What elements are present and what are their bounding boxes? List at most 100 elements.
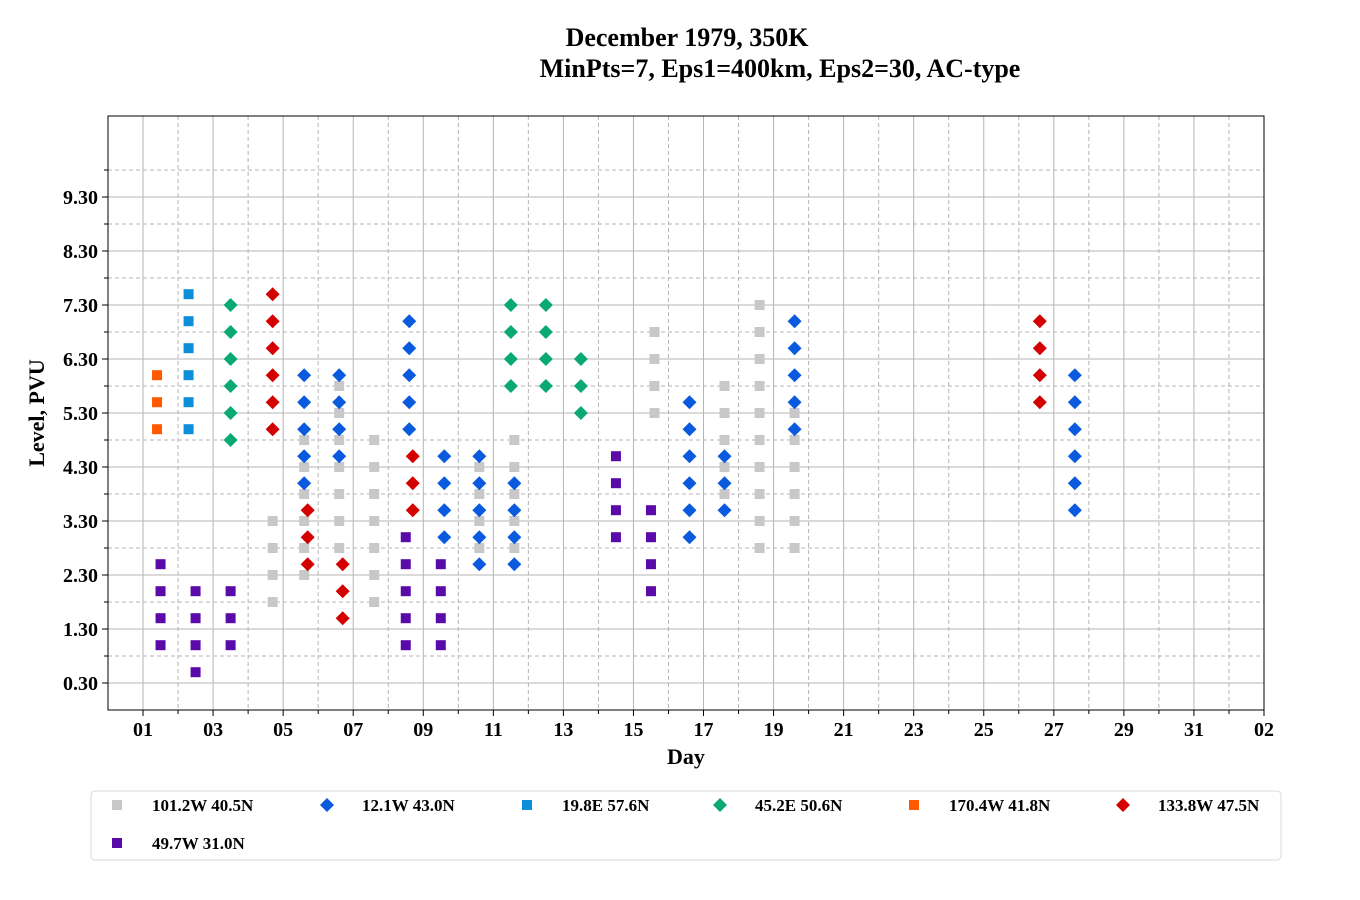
data-point — [299, 516, 310, 526]
x-tick-label: 13 — [553, 719, 573, 741]
data-point — [265, 287, 280, 302]
data-point — [400, 613, 411, 624]
data-point — [334, 462, 345, 472]
legend-entry-label: 45.2E 50.6N — [755, 796, 843, 815]
data-point — [682, 395, 697, 410]
data-point — [152, 424, 163, 435]
data-point — [503, 325, 518, 339]
data-point — [754, 462, 765, 472]
data-point — [610, 478, 621, 489]
x-tick-label: 02 — [1254, 719, 1274, 741]
data-point — [507, 530, 522, 545]
data-point — [402, 314, 417, 329]
data-point — [405, 476, 420, 491]
data-point — [754, 435, 765, 445]
series-group — [267, 300, 800, 607]
y-tick-label: 4.30 — [63, 457, 98, 479]
data-point — [265, 422, 280, 437]
data-point — [265, 341, 280, 356]
data-point — [1032, 368, 1047, 383]
data-point — [472, 557, 487, 572]
data-point — [789, 516, 800, 526]
data-point — [682, 449, 697, 464]
data-point — [437, 530, 452, 545]
data-point — [1067, 422, 1082, 437]
data-point — [787, 341, 802, 356]
data-point — [503, 352, 518, 366]
data-point — [369, 516, 380, 526]
data-point — [717, 503, 732, 518]
data-point — [225, 586, 236, 597]
x-tick-label: 11 — [484, 719, 503, 741]
series-group — [297, 314, 1082, 572]
data-point — [474, 516, 485, 526]
data-point — [183, 370, 194, 381]
data-point — [335, 584, 350, 599]
data-point — [183, 343, 194, 354]
data-point — [754, 516, 765, 526]
data-point — [335, 611, 350, 626]
data-point — [509, 435, 520, 445]
data-point — [717, 449, 732, 464]
data-point — [369, 543, 380, 553]
data-point — [682, 422, 697, 437]
data-point — [474, 462, 485, 472]
data-point — [754, 543, 765, 553]
data-point — [1032, 395, 1047, 410]
data-point — [334, 516, 345, 526]
x-tick-label: 29 — [1114, 719, 1134, 741]
x-tick-label: 05 — [273, 719, 293, 741]
y-axis-label: Level, PVU — [24, 359, 49, 467]
data-point — [190, 667, 201, 678]
data-point — [190, 586, 201, 597]
chart-title: December 1979, 350K — [566, 23, 810, 52]
data-point — [300, 557, 315, 572]
data-point — [183, 397, 194, 408]
data-point — [573, 352, 588, 366]
data-point — [155, 613, 166, 624]
data-point — [754, 354, 765, 364]
series-group — [223, 298, 588, 447]
data-point — [402, 422, 417, 437]
data-point — [155, 640, 166, 651]
y-tick-label: 0.30 — [63, 673, 98, 695]
data-point — [719, 462, 730, 472]
data-point — [334, 435, 345, 445]
plot-marks — [152, 287, 1082, 678]
data-point — [1067, 476, 1082, 491]
data-point — [190, 613, 201, 624]
data-point — [267, 543, 278, 553]
data-point — [472, 503, 487, 518]
y-tick-label: 1.30 — [63, 619, 98, 641]
data-point — [335, 557, 350, 572]
data-point — [152, 397, 163, 408]
data-point — [297, 395, 312, 410]
data-point — [645, 532, 656, 543]
legend-entry-label: 19.8E 57.6N — [562, 796, 650, 815]
data-point — [267, 597, 278, 607]
data-point — [474, 543, 485, 553]
data-point — [369, 570, 380, 580]
y-tick-label: 6.30 — [63, 349, 98, 371]
data-point — [645, 505, 656, 516]
data-point — [649, 381, 660, 391]
data-point — [437, 449, 452, 464]
data-point — [1032, 314, 1047, 329]
data-point — [789, 435, 800, 445]
data-point — [789, 489, 800, 499]
data-point — [190, 640, 201, 651]
legend-marker — [909, 800, 919, 810]
data-point — [334, 408, 345, 418]
data-point — [717, 476, 732, 491]
legend-box — [90, 790, 1282, 861]
data-point — [754, 489, 765, 499]
data-point — [472, 476, 487, 491]
series-group — [183, 289, 194, 435]
legend-marker — [320, 798, 334, 812]
data-point — [472, 449, 487, 464]
data-point — [649, 408, 660, 418]
data-point — [297, 422, 312, 437]
data-point — [435, 640, 446, 651]
data-point — [223, 298, 238, 312]
data-point — [265, 368, 280, 383]
